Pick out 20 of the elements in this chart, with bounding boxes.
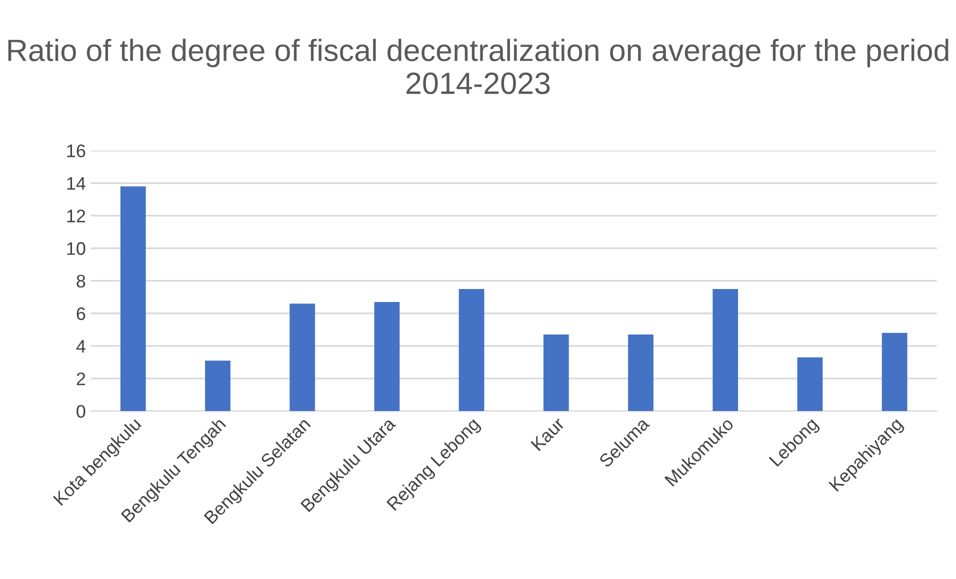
bar bbox=[290, 304, 316, 412]
bar bbox=[120, 186, 146, 412]
bar bbox=[797, 357, 823, 412]
y-tick-label: 4 bbox=[76, 340, 86, 352]
bar bbox=[458, 288, 484, 412]
bar bbox=[712, 288, 738, 412]
chart-title: Ratio of the degree of fiscal decentralization on average for the period 2014-2023 bbox=[8, 38, 948, 94]
y-tick-label: 6 bbox=[76, 307, 86, 320]
y-tick-label: 0 bbox=[76, 405, 86, 418]
bar bbox=[543, 334, 569, 412]
bar bbox=[374, 302, 400, 412]
bar bbox=[882, 332, 908, 412]
y-tick-label: 12 bbox=[67, 210, 86, 222]
y-tick-label: 14 bbox=[67, 177, 86, 190]
y-tick-label: 10 bbox=[67, 242, 86, 255]
bar bbox=[628, 334, 654, 412]
y-tick-label: 8 bbox=[76, 274, 86, 288]
y-tick-label: 16 bbox=[67, 144, 86, 158]
bar bbox=[205, 360, 230, 412]
y-tick-label: 2 bbox=[76, 372, 86, 386]
